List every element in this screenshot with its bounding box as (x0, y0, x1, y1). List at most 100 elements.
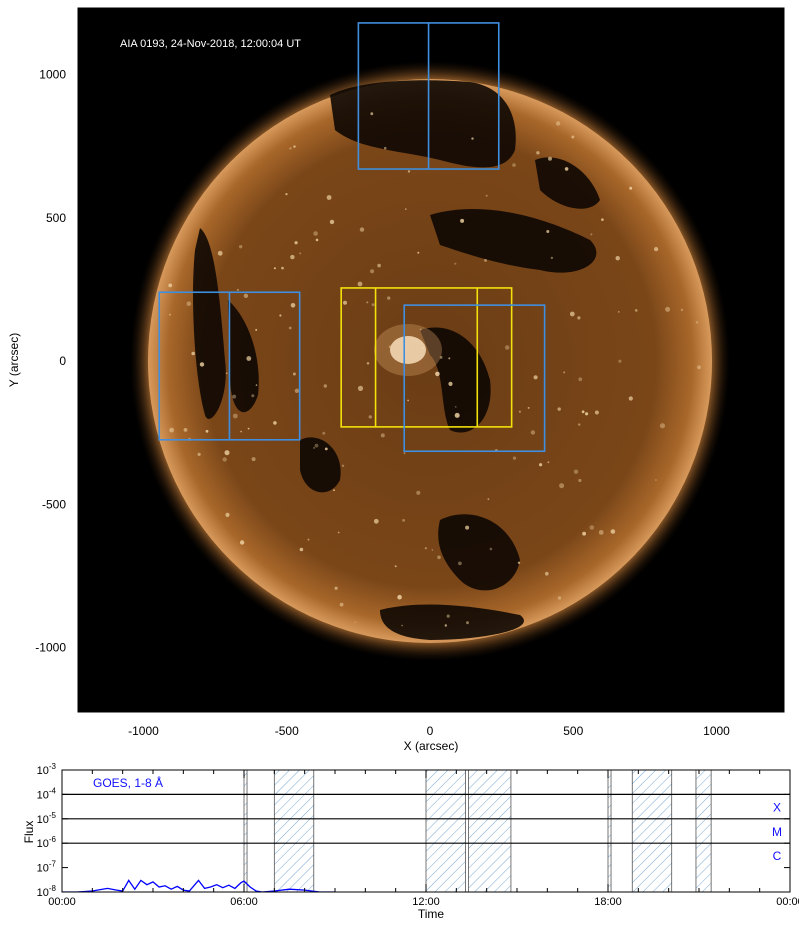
bright-point (186, 301, 192, 307)
bright-point (458, 561, 462, 566)
hatched-interval (273, 770, 315, 892)
bright-point (407, 170, 411, 173)
bright-point (366, 362, 370, 365)
bright-point (559, 483, 565, 489)
bright-point (548, 156, 552, 161)
bright-point (536, 151, 540, 155)
coronal-holes (193, 80, 600, 640)
bright-point (243, 293, 249, 298)
bright-point (512, 456, 517, 460)
bright-point (339, 602, 344, 607)
bright-point (236, 288, 239, 291)
bright-point (273, 421, 277, 425)
bright-point (247, 427, 250, 430)
bright-point (281, 266, 284, 270)
bright-point (397, 594, 402, 600)
bright-point (585, 412, 589, 416)
bright-point (590, 233, 593, 236)
bright-point (578, 478, 582, 483)
bright-point (571, 135, 575, 139)
bright-point (512, 163, 516, 167)
goes-y-axis-title: Flux (22, 821, 36, 844)
bright-point (288, 326, 292, 330)
bright-point (680, 308, 684, 312)
bright-point (416, 490, 421, 495)
bright-point (299, 547, 304, 552)
bright-point (465, 525, 470, 530)
bright-point (239, 540, 245, 545)
bright-points (168, 112, 701, 627)
bright-point (564, 167, 569, 171)
bright-point (191, 351, 195, 356)
bright-point (370, 112, 374, 116)
bright-point (371, 303, 375, 307)
bright-point (665, 306, 671, 312)
x-tick-label: -500 (275, 724, 299, 738)
bright-point (550, 256, 554, 260)
bright-point (437, 555, 441, 560)
bright-point (581, 410, 585, 414)
coronal-hole (438, 514, 520, 591)
bright-point (610, 529, 616, 534)
bright-point (448, 357, 451, 360)
goes-legend-label: GOES, 1-8 Å (93, 775, 163, 790)
bright-point (634, 309, 638, 312)
bright-point (401, 624, 403, 627)
image-x-axis-title: X (arcsec) (404, 739, 459, 753)
bright-point (323, 384, 327, 388)
bright-point (239, 245, 243, 249)
bright-point (359, 227, 365, 232)
bright-point (294, 388, 300, 393)
x-tick-label: 1000 (703, 724, 730, 738)
bright-point (224, 450, 230, 456)
bright-point (569, 311, 575, 317)
class-label: C (773, 849, 782, 863)
bright-point (313, 231, 318, 236)
bright-point (417, 251, 420, 254)
bright-point (435, 371, 440, 377)
bright-point (582, 531, 586, 536)
bright-point (343, 300, 347, 305)
bright-point (518, 410, 522, 413)
bright-point (255, 384, 258, 386)
bright-point (598, 530, 604, 535)
bright-point (341, 464, 345, 467)
bright-point (454, 262, 457, 265)
bright-point (289, 147, 292, 150)
bright-point (557, 407, 561, 411)
bright-point (485, 194, 488, 197)
y-tick-label: 0 (59, 354, 66, 368)
bright-point (446, 614, 450, 618)
bright-point (380, 433, 385, 438)
bright-point (557, 596, 562, 600)
goes-hatched-intervals (243, 770, 712, 892)
bright-point (629, 186, 633, 190)
bright-point (460, 218, 465, 223)
goes-y-tick-label: 10-8 (37, 884, 57, 899)
bright-point (290, 303, 296, 308)
bright-point (589, 525, 595, 530)
bright-point (279, 314, 282, 317)
y-tick-label: -500 (42, 497, 66, 511)
bright-point (370, 269, 375, 274)
bright-point (225, 372, 228, 375)
image-y-axis-title: Y (arcsec) (7, 333, 21, 387)
bright-point (357, 281, 363, 287)
bright-point (533, 375, 538, 380)
bright-point (601, 218, 604, 222)
bright-point (183, 428, 188, 432)
y-tick-label: -1000 (35, 641, 66, 655)
hatched-interval (468, 770, 512, 892)
bright-point (403, 452, 406, 455)
bright-point (251, 457, 256, 462)
bright-point (484, 259, 487, 262)
selection-boxes (158, 22, 546, 453)
class-label: X (773, 800, 781, 814)
bright-point (654, 247, 659, 252)
bright-point (366, 301, 369, 304)
goes-class-lines: XMC (62, 793, 790, 863)
bright-point (377, 263, 381, 268)
bright-point (578, 423, 581, 426)
bright-point (530, 430, 536, 435)
hatched-interval (425, 770, 466, 892)
